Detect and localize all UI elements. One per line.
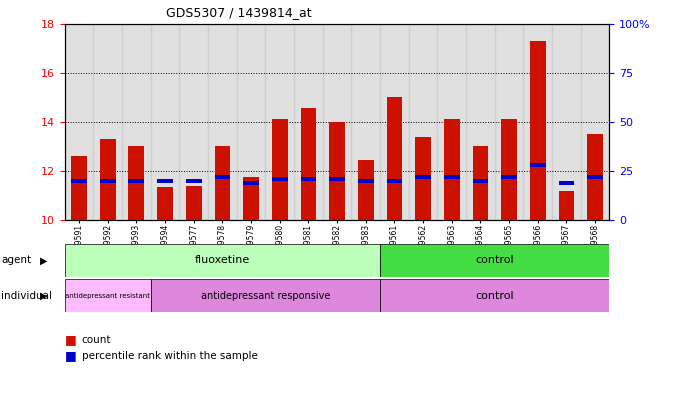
Bar: [243, 177, 259, 220]
Bar: [329, 122, 345, 220]
Text: fluoxetine: fluoxetine: [195, 255, 250, 265]
Text: ■: ■: [65, 349, 76, 362]
Text: ▶: ▶: [39, 291, 47, 301]
Bar: [444, 174, 460, 179]
Bar: [437, 24, 466, 220]
Bar: [415, 174, 431, 179]
Text: control: control: [475, 291, 514, 301]
Bar: [524, 24, 552, 220]
Text: control: control: [475, 255, 514, 265]
Bar: [129, 178, 144, 183]
Bar: [587, 134, 603, 220]
Bar: [186, 178, 202, 183]
Bar: [65, 244, 380, 277]
Bar: [186, 185, 202, 220]
Bar: [380, 24, 409, 220]
Bar: [558, 191, 574, 220]
Bar: [157, 187, 173, 220]
Bar: [294, 24, 323, 220]
Text: antidepressant resistant: antidepressant resistant: [65, 293, 151, 299]
Bar: [358, 160, 374, 220]
Bar: [179, 24, 208, 220]
Text: agent: agent: [1, 255, 31, 265]
Bar: [530, 41, 545, 220]
Bar: [71, 178, 87, 183]
Text: antidepressant responsive: antidepressant responsive: [201, 291, 330, 301]
Bar: [495, 24, 524, 220]
Text: count: count: [82, 335, 111, 345]
Text: GDS5307 / 1439814_at: GDS5307 / 1439814_at: [165, 6, 311, 19]
Bar: [380, 244, 609, 277]
Bar: [272, 176, 287, 181]
Bar: [473, 147, 488, 220]
Bar: [157, 178, 173, 183]
Bar: [323, 24, 351, 220]
Text: individual: individual: [1, 291, 52, 301]
Bar: [387, 178, 402, 183]
Bar: [587, 174, 603, 179]
Text: percentile rank within the sample: percentile rank within the sample: [82, 351, 257, 361]
Bar: [409, 24, 437, 220]
Bar: [581, 24, 609, 220]
Bar: [300, 176, 316, 181]
Bar: [473, 178, 488, 183]
Bar: [558, 180, 574, 185]
Bar: [243, 180, 259, 185]
Bar: [266, 24, 294, 220]
Bar: [208, 24, 237, 220]
Bar: [552, 24, 581, 220]
Bar: [71, 156, 87, 220]
Bar: [65, 24, 93, 220]
Text: ■: ■: [65, 333, 76, 347]
Bar: [329, 176, 345, 181]
Bar: [444, 119, 460, 220]
Bar: [237, 24, 266, 220]
Bar: [215, 147, 230, 220]
Bar: [466, 24, 495, 220]
Bar: [358, 178, 374, 183]
Bar: [501, 119, 517, 220]
Bar: [272, 119, 287, 220]
Text: ▶: ▶: [39, 255, 47, 265]
Bar: [65, 279, 151, 312]
Bar: [215, 174, 230, 179]
Bar: [415, 136, 431, 220]
Bar: [151, 279, 380, 312]
Bar: [122, 24, 151, 220]
Bar: [380, 279, 609, 312]
Bar: [351, 24, 380, 220]
Bar: [501, 174, 517, 179]
Bar: [129, 147, 144, 220]
Bar: [530, 163, 545, 167]
Bar: [300, 108, 316, 220]
Bar: [100, 139, 116, 220]
Bar: [151, 24, 179, 220]
Bar: [387, 97, 402, 220]
Bar: [100, 178, 116, 183]
Bar: [93, 24, 122, 220]
